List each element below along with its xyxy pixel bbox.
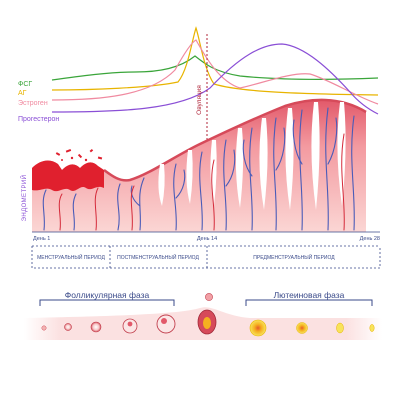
ovary-band [24, 293, 382, 340]
follicle-5 [156, 314, 176, 334]
endometrium-rim [103, 98, 367, 182]
follicle-3 [90, 321, 102, 333]
corpus-luteum-4 [369, 324, 375, 332]
ovulating-follicle [197, 293, 217, 335]
progesterone-label: Прогестерон [18, 116, 59, 123]
phase-labels: Фолликулярная фаза Лютеиновая фаза [39, 290, 373, 306]
corpus-luteum-3 [336, 322, 344, 334]
glands [158, 102, 346, 210]
day-1-label: День 1 [33, 236, 50, 242]
follicular-phase-label: Фолликулярная фаза [65, 290, 150, 300]
menstrual-shedding [32, 160, 104, 192]
lh-label: АГ [18, 90, 27, 97]
day-axis: День 1 День 14 День 28 [32, 231, 380, 242]
endometrium: ЭНДОМЕТРИЙ [20, 98, 367, 232]
luteal-bracket [245, 299, 373, 306]
follicle-1 [41, 325, 47, 331]
ruptured-follicle-core [203, 317, 211, 329]
ovulation-label: Овуляция [196, 85, 203, 115]
arteries [58, 133, 345, 231]
menstrual-period-label: МЕНСТРУАЛЬНЫЙ ПЕРИОД [37, 253, 105, 261]
day-28-label: День 28 [360, 236, 380, 242]
period-bracket-outline [31, 245, 381, 269]
hormone-chart: ФСГ АГ Эстроген Прогестерон Овуляция [18, 26, 379, 232]
follicles [41, 314, 176, 334]
endometrium-label: ЭНДОМЕТРИЙ [20, 175, 28, 222]
fsh-curve [51, 55, 379, 81]
fsh-label: ФСГ [18, 81, 32, 88]
luteal-phase-label: Лютеиновая фаза [274, 290, 345, 300]
period-brackets [31, 245, 381, 269]
blood-fragments [55, 148, 103, 162]
progesterone-curve [51, 43, 379, 115]
follicle-4-oocyte [127, 321, 133, 327]
premenstrual-period-label: ПРЕДМЕНСТРУАЛЬНЫЙ ПЕРИОД [253, 253, 335, 261]
veins [42, 107, 355, 231]
estrogen-curve [51, 39, 379, 105]
estrogen-label: Эстроген [18, 100, 48, 107]
corpora-lutea [249, 319, 375, 337]
day-14-label: День 14 [197, 236, 217, 242]
follicular-bracket [39, 299, 175, 306]
corpus-luteum-2 [296, 322, 308, 334]
corpus-luteum-1 [249, 319, 267, 337]
released-oocyte [205, 293, 213, 301]
endometrium-tissue [32, 99, 366, 232]
postmenstrual-period-label: ПОСТМЕНСТРУАЛЬНЫЙ ПЕРИОД [117, 253, 199, 261]
follicle-2 [64, 323, 72, 331]
lh-curve [51, 26, 379, 96]
follicle-5-oocyte [161, 318, 167, 324]
